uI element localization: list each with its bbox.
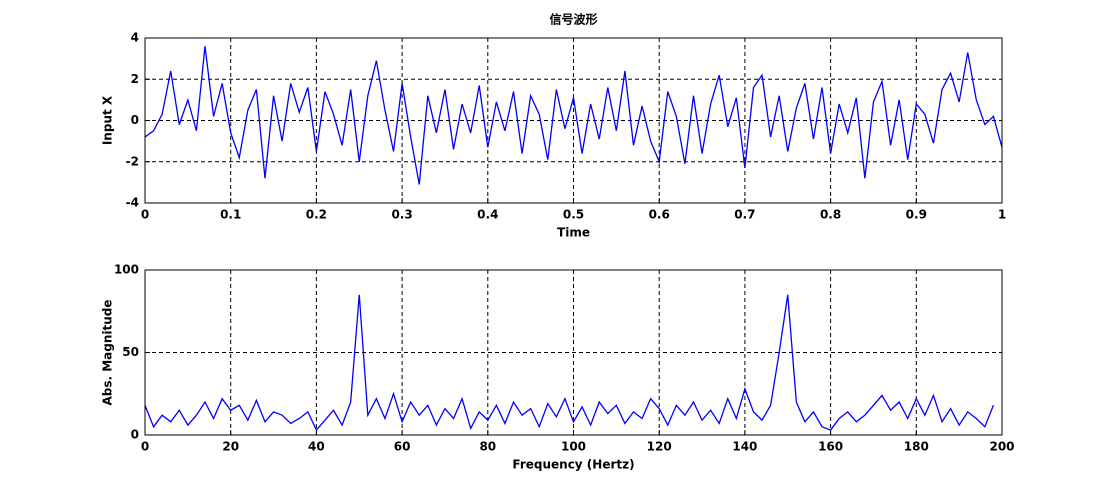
- x-tick-label: 0.7: [734, 208, 755, 222]
- y-tick-label: 100: [114, 263, 139, 277]
- x-tick-label: 160: [818, 440, 843, 454]
- y-tick-label: 2: [131, 72, 139, 86]
- x-axis-label: Frequency (Hertz): [512, 458, 634, 472]
- chart-title: 信号波形: [549, 12, 597, 27]
- x-tick-label: 0.1: [220, 208, 241, 222]
- y-axis-label: Input X: [101, 95, 115, 145]
- x-tick-label: 0.6: [649, 208, 670, 222]
- x-tick-label: 200: [989, 440, 1014, 454]
- x-axis-label: Time: [557, 226, 590, 240]
- y-axis-label: Abs. Magnitude: [101, 299, 115, 405]
- y-tick-label: -2: [126, 154, 139, 168]
- x-tick-label: 0.2: [306, 208, 327, 222]
- x-tick-label: 180: [904, 440, 929, 454]
- x-tick-label: 140: [732, 440, 757, 454]
- x-tick-label: 0.3: [391, 208, 412, 222]
- x-tick-label: 80: [479, 440, 496, 454]
- signal-line: [144, 294, 995, 432]
- x-tick-label: 120: [647, 440, 672, 454]
- x-tick-label: 1: [998, 208, 1006, 222]
- x-tick-label: 0.5: [563, 208, 584, 222]
- x-tick-label: 40: [308, 440, 325, 454]
- y-tick-label: 0: [131, 113, 139, 127]
- x-tick-label: 0: [141, 440, 149, 454]
- y-tick-label: 50: [122, 345, 139, 359]
- y-tick-label: 0: [131, 428, 139, 442]
- y-tick-label: 4: [131, 31, 139, 45]
- x-tick-label: 0: [141, 208, 149, 222]
- x-tick-label: 100: [561, 440, 586, 454]
- y-tick-label: -4: [126, 196, 139, 210]
- signal-line: [144, 46, 1003, 185]
- x-tick-label: 60: [394, 440, 411, 454]
- x-tick-label: 0.8: [820, 208, 841, 222]
- x-tick-label: 0.4: [477, 208, 498, 222]
- axes-frame: [144, 37, 1003, 204]
- x-tick-label: 0.9: [906, 208, 927, 222]
- axes-frame: [144, 269, 1003, 436]
- x-tick-label: 20: [222, 440, 239, 454]
